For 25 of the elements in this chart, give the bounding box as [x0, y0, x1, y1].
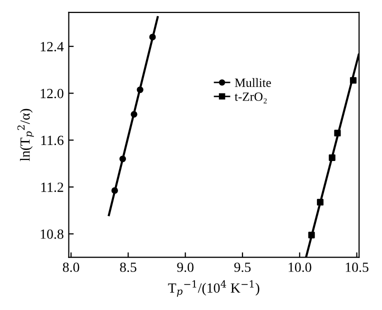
point — [316, 198, 324, 206]
point — [119, 156, 126, 162]
x-axis-title: T$_{p}$$^{−1}$/(10$^{4}$ K$^{−1}$) — [168, 280, 260, 297]
y-tick-label: 11.6 — [41, 136, 64, 146]
y-tick-label: 12.0 — [40, 88, 64, 98]
y-axis-title: ln(T$_{p}$$^{2}$/α) — [17, 108, 34, 162]
legend-label: t-ZrO₂ — [234, 92, 267, 104]
point — [334, 130, 341, 136]
legend-label: Mullite — [234, 78, 271, 87]
x-tick-label: 10.5 — [346, 262, 368, 272]
x-tick-label: 9.5 — [234, 262, 251, 272]
point — [328, 154, 336, 161]
y-tick-label: 12.4 — [40, 42, 64, 52]
point — [350, 77, 357, 84]
y-tick-label: 11.2 — [41, 182, 64, 192]
point — [308, 232, 315, 238]
point — [136, 86, 144, 94]
x-tick-label: 9.0 — [177, 262, 194, 272]
point — [130, 111, 138, 118]
x-tick-label: 8.0 — [62, 262, 80, 272]
point — [149, 34, 156, 40]
y-tick-label: 10.8 — [40, 229, 64, 239]
x-tick-label: 8.5 — [120, 262, 136, 272]
point — [111, 187, 118, 194]
x-tick-label: 10.0 — [288, 262, 312, 272]
